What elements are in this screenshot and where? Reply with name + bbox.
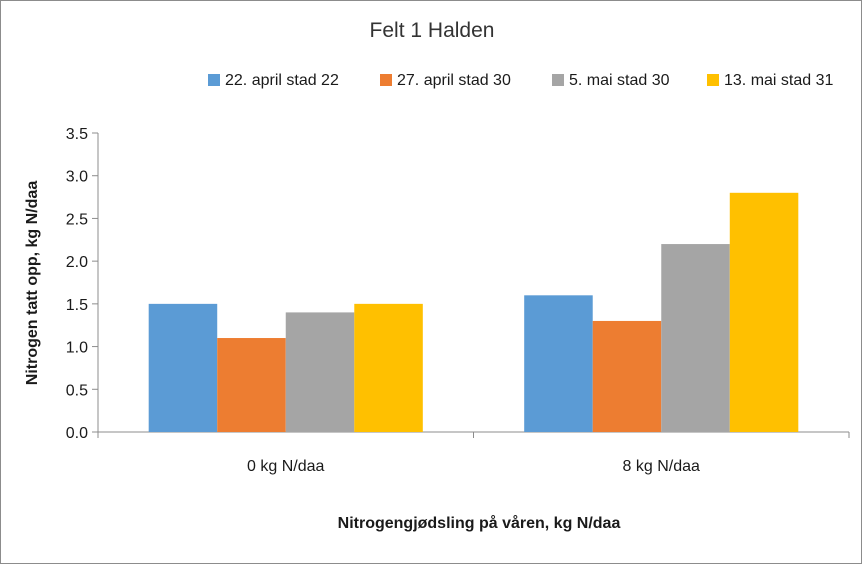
bar — [592, 320, 662, 432]
bar — [524, 295, 593, 432]
legend-label: 22. april stad 22 — [225, 72, 339, 89]
x-axis-title: Nitrogengjødsling på våren, kg N/daa — [338, 514, 621, 532]
bar — [661, 244, 730, 432]
y-tick-label: 3.0 — [66, 169, 88, 186]
y-tick-label: 2.0 — [66, 254, 88, 271]
bar — [217, 338, 286, 432]
legend-swatch — [707, 74, 719, 86]
legend-swatch — [208, 74, 220, 86]
x-axis: 0 kg N/daa 8 kg N/daa — [97, 431, 850, 475]
legend-swatch — [552, 74, 564, 86]
y-tick-label: 3.5 — [66, 126, 88, 143]
y-tick-label: 1.5 — [66, 297, 88, 314]
y-tick-label: 0.5 — [66, 382, 88, 399]
legend-label: 5. mai stad 30 — [569, 72, 670, 89]
legend-label: 27. april stad 30 — [397, 72, 511, 89]
bars — [148, 192, 799, 432]
y-tick-label: 0.0 — [66, 425, 88, 442]
bar — [729, 192, 799, 432]
chart-title: Felt 1 Halden — [370, 19, 495, 42]
bar — [148, 303, 218, 432]
bar — [354, 303, 423, 432]
bar — [285, 312, 355, 432]
legend: 22. april stad 22 27. april stad 30 5. mai… — [208, 72, 834, 89]
legend-swatch — [380, 74, 392, 86]
x-tick-label: 8 kg N/daa — [623, 458, 700, 475]
y-tick-label: 1.0 — [66, 340, 88, 357]
y-axis: 0.0 0.5 1.0 1.5 2.0 2.5 3.0 3.5 — [66, 126, 99, 442]
y-axis-title: Nitrogen tatt opp, kg N/daa — [24, 181, 41, 386]
legend-label: 13. mai stad 31 — [724, 72, 834, 89]
y-tick-label: 2.5 — [66, 211, 88, 228]
x-tick-label: 0 kg N/daa — [247, 458, 324, 475]
